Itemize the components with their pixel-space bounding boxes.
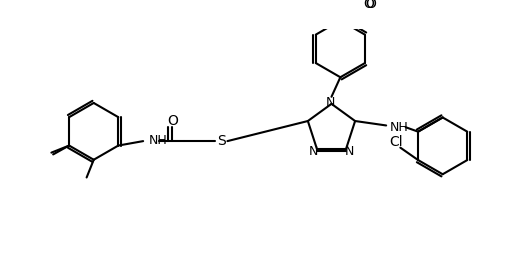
Text: O: O [167,114,178,128]
Text: N: N [308,145,318,158]
Text: Cl: Cl [389,135,403,149]
Text: N: N [326,96,335,109]
Text: N: N [345,145,354,158]
Text: NH: NH [390,121,408,134]
Text: O: O [365,0,376,11]
Text: O: O [363,0,374,11]
Text: S: S [217,134,225,148]
Text: NH: NH [149,134,167,147]
